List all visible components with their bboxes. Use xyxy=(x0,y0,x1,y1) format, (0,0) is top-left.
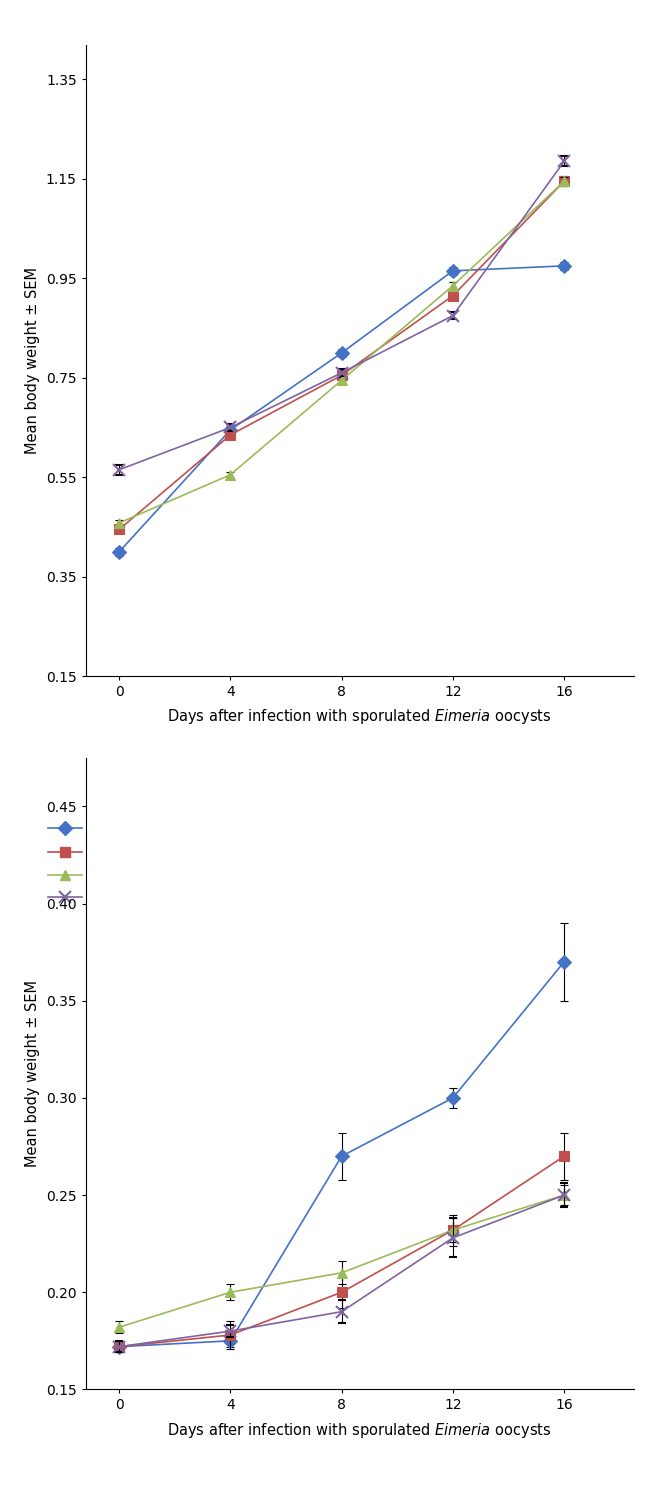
Y-axis label: Mean body weight ± SEM: Mean body weight ± SEM xyxy=(26,981,40,1167)
Text: (a): (a) xyxy=(350,942,370,957)
X-axis label: Days after infection with sporulated $\it{Eimeria}$ oocysts: Days after infection with sporulated $\i… xyxy=(168,1421,552,1440)
Legend: Infected with 2500 $\it{Eimeria}$ oocysts, Infected with 5000 $\it{Eimeria}$ ooc: Infected with 2500 $\it{Eimeria}$ oocyst… xyxy=(42,814,367,911)
Y-axis label: Mean body weight ± SEM: Mean body weight ± SEM xyxy=(25,267,40,453)
X-axis label: Days after infection with sporulated $\it{Eimeria}$ oocysts: Days after infection with sporulated $\i… xyxy=(168,707,552,727)
